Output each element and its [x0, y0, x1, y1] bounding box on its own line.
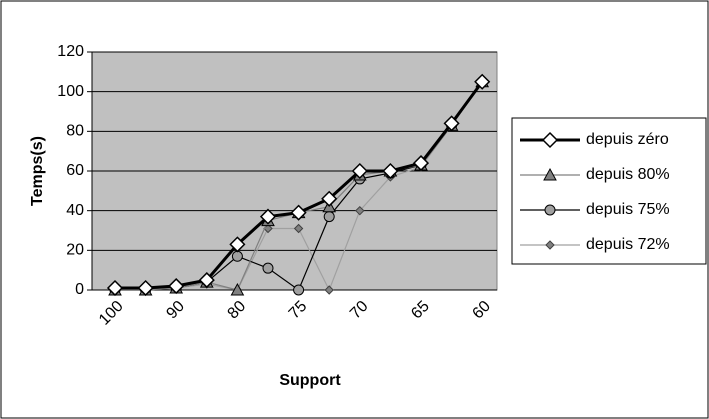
marker — [168, 277, 185, 295]
marker — [290, 204, 307, 221]
legend-label: depuis 75% — [586, 201, 670, 218]
marker — [137, 279, 154, 297]
y-tick-label: 60 — [66, 162, 84, 179]
marker — [355, 205, 365, 216]
marker — [230, 282, 245, 296]
marker — [543, 167, 557, 181]
marker — [231, 250, 243, 262]
marker — [229, 236, 246, 253]
marker — [198, 272, 215, 289]
marker — [443, 115, 460, 132]
marker — [323, 211, 335, 223]
legend-label: depuis zéro — [586, 131, 669, 148]
marker — [544, 204, 556, 216]
y-tick-label: 20 — [66, 242, 84, 259]
marker — [321, 190, 338, 207]
legend-label: depuis 80% — [586, 166, 670, 183]
marker — [541, 131, 559, 149]
y-tick-label: 120 — [57, 43, 84, 60]
y-tick-label: 0 — [75, 281, 84, 298]
x-axis-title: Support — [279, 372, 341, 389]
marker — [412, 155, 430, 172]
y-axis-title: Temps(s) — [29, 136, 46, 206]
marker — [259, 208, 277, 225]
marker — [293, 223, 304, 234]
marker — [293, 284, 305, 296]
marker — [106, 279, 124, 297]
marker — [262, 262, 274, 274]
legend-label: depuis 72% — [586, 236, 670, 253]
marker — [474, 73, 491, 90]
marker — [545, 240, 555, 250]
marker — [382, 162, 399, 180]
y-tick-label: 80 — [66, 123, 84, 140]
marker — [324, 285, 334, 295]
marker — [351, 162, 368, 180]
y-tick-label: 100 — [57, 83, 84, 100]
y-tick-label: 40 — [66, 202, 84, 219]
